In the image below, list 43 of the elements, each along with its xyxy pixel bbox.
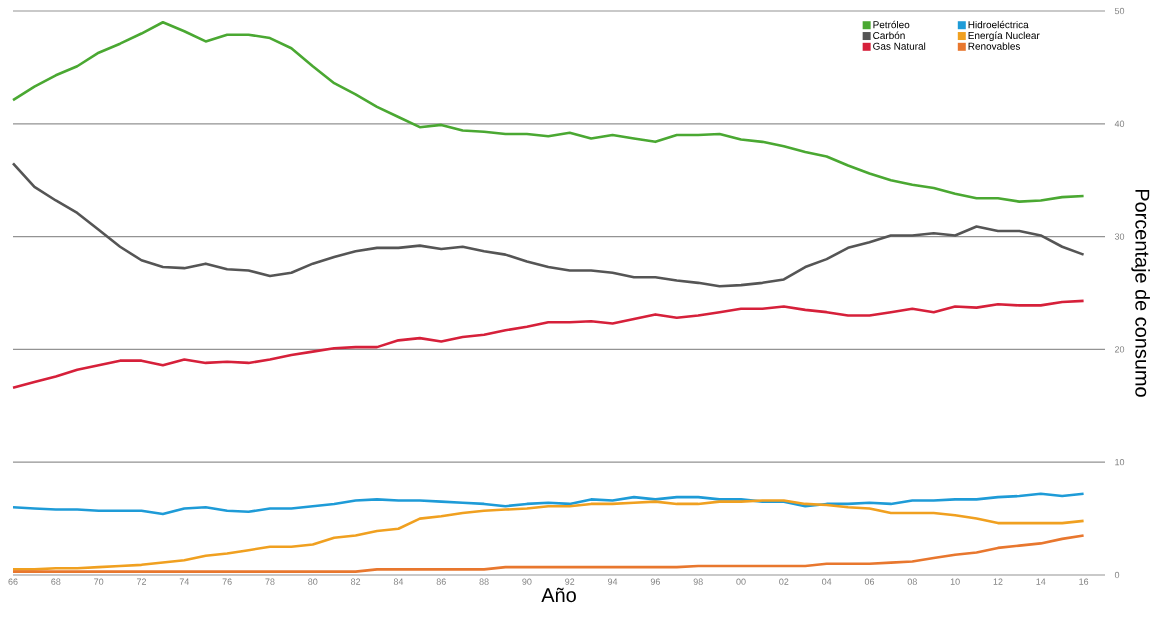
- x-tick-label: 14: [1036, 578, 1046, 585]
- y-tick-label: 0: [1114, 571, 1120, 579]
- y-tick-label: 50: [1114, 7, 1125, 15]
- x-tick-label: 98: [693, 578, 703, 585]
- y-axis-title: Porcentaje de consumo: [1131, 189, 1150, 397]
- x-axis-title: Año: [541, 587, 576, 603]
- legend-label: Carbón: [873, 31, 905, 40]
- x-tick-label: 68: [51, 578, 61, 585]
- x-tick-label: 80: [308, 578, 318, 585]
- legend-label: Energía Nuclear: [968, 31, 1040, 42]
- x-tick-label: 94: [607, 578, 618, 585]
- y-tick-label: 10: [1115, 459, 1125, 466]
- x-tick-label: 78: [265, 578, 275, 585]
- legend-label: Renovables: [968, 42, 1021, 50]
- y-tick-label: 30: [1114, 233, 1125, 240]
- x-tick-label: 66: [8, 578, 18, 585]
- x-tick-label: 70: [94, 578, 104, 585]
- x-tick-label: 90: [522, 578, 532, 585]
- x-tick-label: 04: [822, 578, 832, 585]
- x-tick-label: 96: [650, 578, 660, 585]
- y-tick-label: 20: [1114, 346, 1125, 353]
- line-series: [11, 299, 1085, 390]
- legend-label: Hidroeléctrica: [968, 20, 1029, 29]
- legend-label: Gas Natural: [873, 42, 926, 50]
- x-tick-label: 08: [907, 578, 917, 585]
- line-series: [11, 20, 1085, 203]
- x-tick-label: 88: [479, 578, 489, 585]
- x-tick-label: 06: [864, 578, 875, 585]
- x-tick-label: 82: [351, 578, 361, 585]
- x-tick-label: 16: [1079, 578, 1089, 585]
- x-tick-label: 72: [136, 578, 147, 585]
- x-tick-label: 92: [565, 578, 575, 585]
- x-tick-label: 84: [393, 578, 404, 585]
- x-tick-label: 10: [950, 578, 960, 585]
- x-tick-label: 74: [179, 578, 190, 585]
- x-tick-label: 02: [779, 578, 789, 585]
- x-tick-label: 86: [436, 578, 446, 585]
- y-tick-label: 40: [1114, 120, 1125, 127]
- x-tick-label: 12: [993, 578, 1003, 585]
- legend-label: Petróleo: [873, 20, 910, 29]
- line-series: [11, 161, 1085, 288]
- x-tick-label: 76: [222, 578, 232, 585]
- x-tick-label: 00: [736, 578, 746, 585]
